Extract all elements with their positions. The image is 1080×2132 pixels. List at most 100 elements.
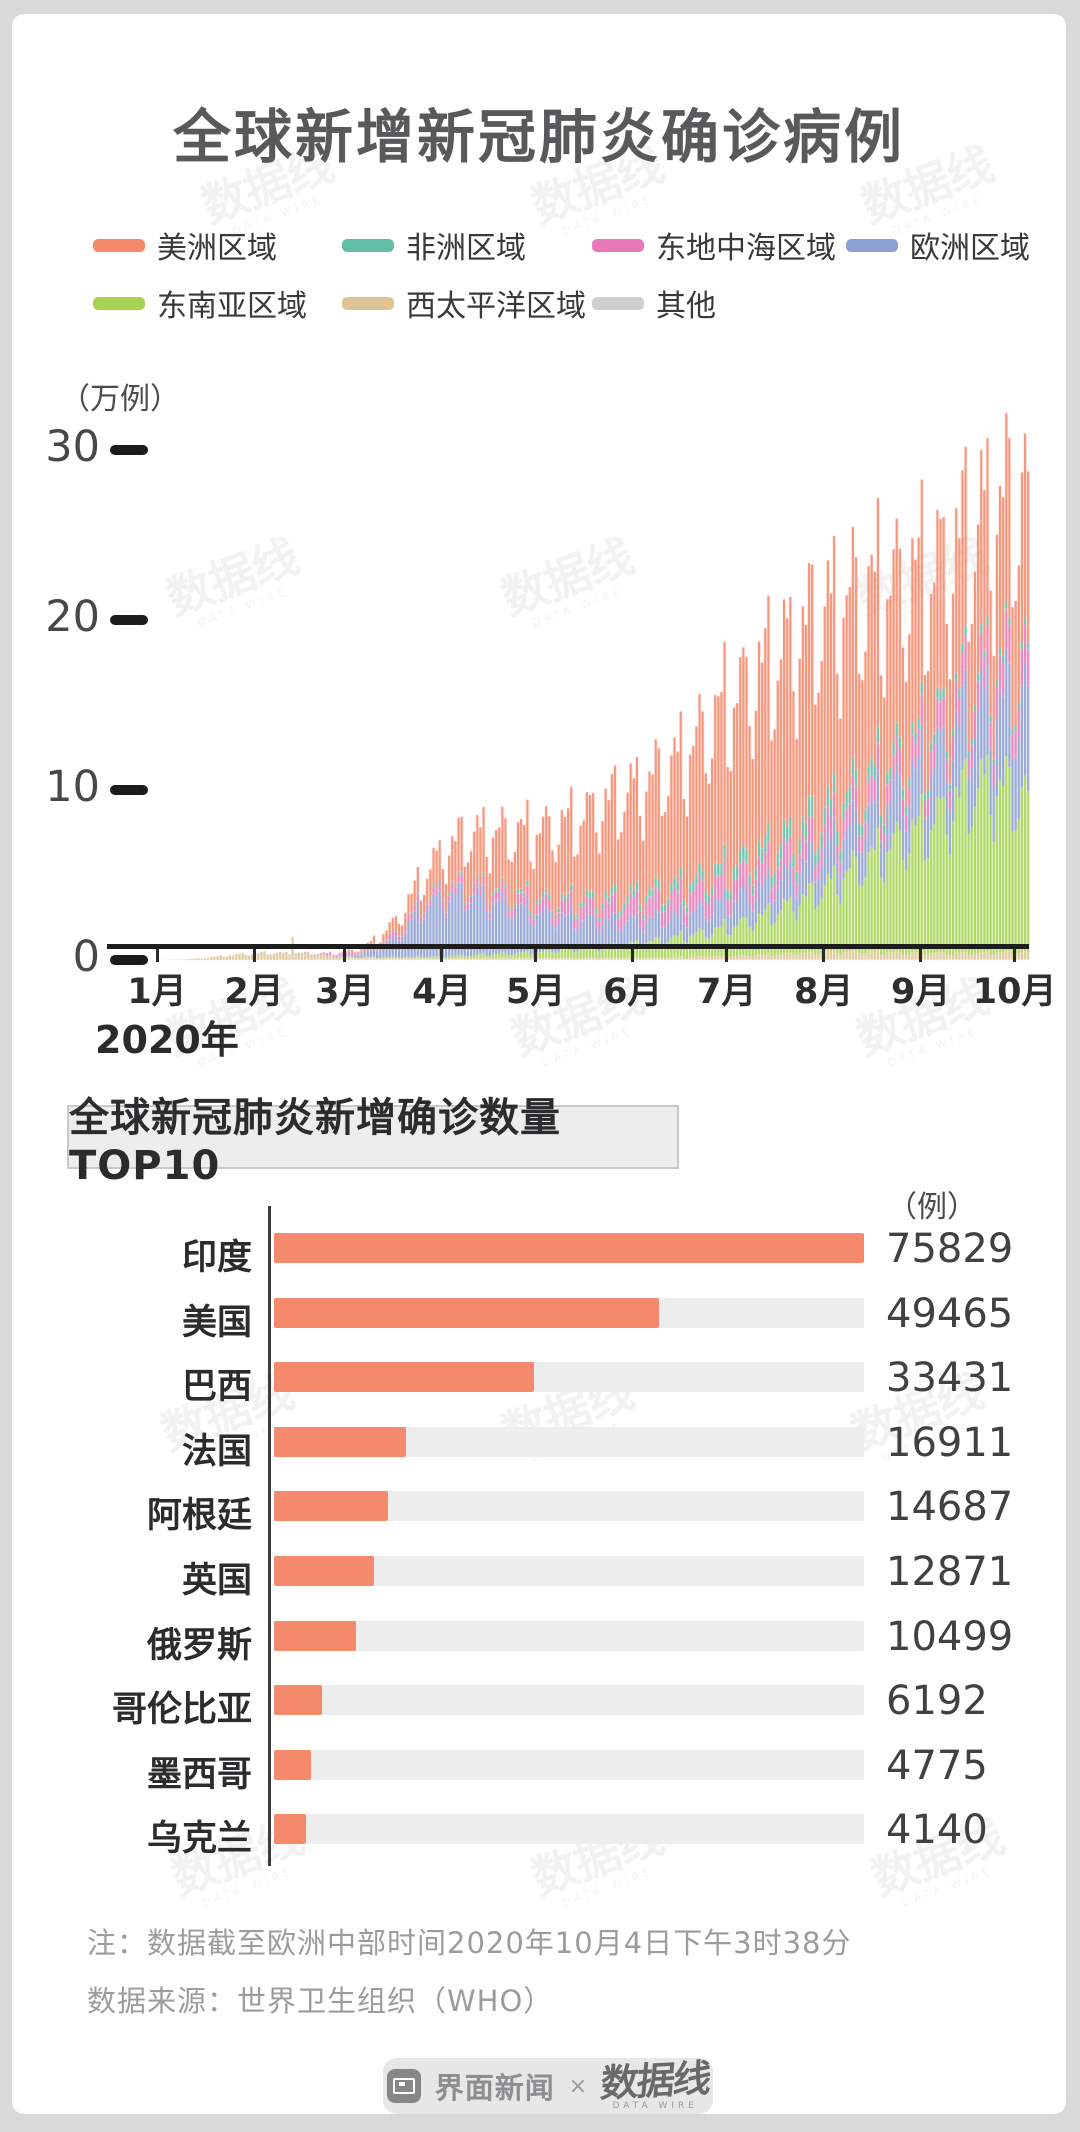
country-label: 法国 [181, 1431, 252, 1472]
legend-item-label: 欧洲区域 [910, 231, 1030, 266]
top10-row: 美国 49465 [12, 1291, 1066, 1343]
bar-value: 6192 [886, 1678, 988, 1725]
y-axis-tick-label: 30 [45, 422, 100, 472]
y-axis-tick-label: 10 [45, 762, 100, 812]
top10-row: 法国 16911 [12, 1420, 1066, 1472]
x-axis-tick-mark [822, 949, 826, 962]
country-label: 阿根廷 [146, 1496, 252, 1537]
bar-fill [274, 1749, 311, 1780]
x-axis-month-label: 6月 [603, 972, 663, 1012]
legend-item: 欧洲区域 [846, 230, 1030, 266]
watermark-subtext: DATA WIRE [200, 1864, 296, 1910]
y-axis-tick-mark [110, 615, 148, 625]
datawire-wordmark: 数据线 [598, 2055, 712, 2106]
x-axis-year-label: 2020年 [95, 1018, 239, 1062]
x-axis-tick-mark [440, 949, 444, 962]
watermark-subtext: DATA WIRE [560, 1864, 656, 1910]
bar-track [274, 1749, 864, 1780]
watermark-subtext: DATA WIRE [540, 1024, 636, 1070]
legend-item: 其他 [592, 288, 716, 324]
x-axis-month-label: 8月 [794, 972, 854, 1012]
jiemian-news-wordmark: 界面新闻 [434, 2071, 555, 2105]
datawire-logo: 数据线 DATA WIRE [598, 2055, 712, 2111]
legend-item-label: 美洲区域 [157, 231, 277, 266]
brand-separator: × [568, 2073, 588, 2099]
x-axis-month-label: 1月 [127, 972, 187, 1012]
x-axis-month-label: 5月 [506, 972, 566, 1012]
x-axis-tick-mark [343, 949, 347, 962]
x-axis-line [107, 944, 1029, 949]
y-axis-tick-label: 20 [45, 592, 100, 642]
x-axis-tick-mark [155, 949, 159, 962]
bar-fill [274, 1491, 388, 1522]
y-axis-tick-label: 0 [72, 932, 100, 982]
top10-row: 巴西 33431 [12, 1355, 1066, 1407]
bar-fill [274, 1685, 322, 1716]
legend-item: 东地中海区域 [592, 230, 836, 266]
bar-value: 4775 [886, 1742, 988, 1789]
bar-fill [274, 1556, 374, 1586]
stacked-bars-canvas [12, 394, 1080, 964]
top10-row: 印度 75829 [12, 1226, 1066, 1278]
x-axis-tick-mark [1013, 949, 1017, 962]
legend-item: 非洲区域 [342, 230, 526, 266]
top10-row: 阿根廷 14687 [12, 1484, 1066, 1536]
top10-row: 哥伦比亚 6192 [12, 1678, 1066, 1730]
bar-fill [274, 1362, 534, 1393]
x-axis-month-label: 10月 [972, 972, 1057, 1012]
legend-item: 东南亚区域 [93, 288, 307, 324]
legend-swatch [846, 238, 898, 252]
top10-row: 墨西哥 4775 [12, 1743, 1066, 1795]
x-axis-month-label: 2月 [224, 972, 284, 1012]
x-axis-tick-mark [631, 949, 635, 962]
bar-value: 16911 [886, 1419, 1014, 1466]
legend-item-label: 东地中海区域 [656, 231, 836, 266]
bar-fill [274, 1620, 356, 1651]
bar-track [274, 1620, 864, 1651]
x-axis-tick-mark [252, 949, 256, 962]
country-label: 英国 [181, 1561, 252, 1601]
x-axis-tick-mark [725, 949, 729, 962]
country-label: 巴西 [181, 1367, 252, 1408]
country-label: 哥伦比亚 [111, 1690, 252, 1731]
bar-value: 14687 [886, 1484, 1014, 1531]
top10-axis-line [268, 1206, 271, 1866]
x-axis-month-label: 9月 [891, 972, 951, 1012]
bar-track [274, 1685, 864, 1716]
note-source: 数据来源：世界卫生组织（WHO） [87, 1984, 554, 2018]
top10-unit-label: （例） [887, 1190, 977, 1225]
datawire-subtitle: DATA WIRE [612, 2100, 698, 2111]
bar-fill [274, 1297, 659, 1328]
legend-swatch [342, 296, 394, 310]
bar-fill [274, 1814, 306, 1845]
bar-fill [274, 1426, 406, 1457]
country-label: 美国 [181, 1302, 252, 1343]
bar-value: 10499 [886, 1613, 1014, 1660]
country-label: 俄罗斯 [146, 1625, 252, 1666]
bar-fill [274, 1233, 864, 1263]
page-title: 全球新增新冠肺炎确诊病例 [172, 103, 905, 171]
top10-title: 全球新冠肺炎新增确诊数量TOP10 [67, 1095, 679, 1189]
bar-value: 75829 [886, 1226, 1014, 1272]
legend-swatch [93, 238, 145, 252]
y-axis-tick-mark [110, 445, 148, 455]
y-axis-tick-mark [110, 955, 148, 965]
x-axis-month-label: 3月 [315, 972, 375, 1012]
bar-value: 12871 [886, 1549, 1014, 1595]
bar-value: 4140 [886, 1807, 988, 1854]
legend-item-label: 西太平洋区域 [406, 289, 586, 324]
legend-swatch [592, 296, 644, 310]
x-axis-tick-mark [919, 949, 923, 962]
bar-value: 49465 [886, 1290, 1014, 1337]
country-label: 墨西哥 [146, 1754, 252, 1795]
jiemian-news-icon [386, 2069, 421, 2103]
footer-badge: 界面新闻 × 数据线 DATA WIRE [383, 2055, 713, 2114]
x-axis-month-label: 7月 [696, 972, 757, 1012]
legend-item: 西太平洋区域 [342, 288, 586, 324]
bar-value: 33431 [886, 1355, 1014, 1402]
infographic-card: 数据线 DATA WIRE 数据线 DATA WIRE 数据线 DATA WIRE 数据线 D… [12, 14, 1080, 2114]
legend-item: 美洲区域 [93, 230, 277, 266]
watermark-subtext: DATA WIRE [900, 1864, 996, 1910]
watermark-subtext: DATA WIRE [885, 1024, 981, 1070]
